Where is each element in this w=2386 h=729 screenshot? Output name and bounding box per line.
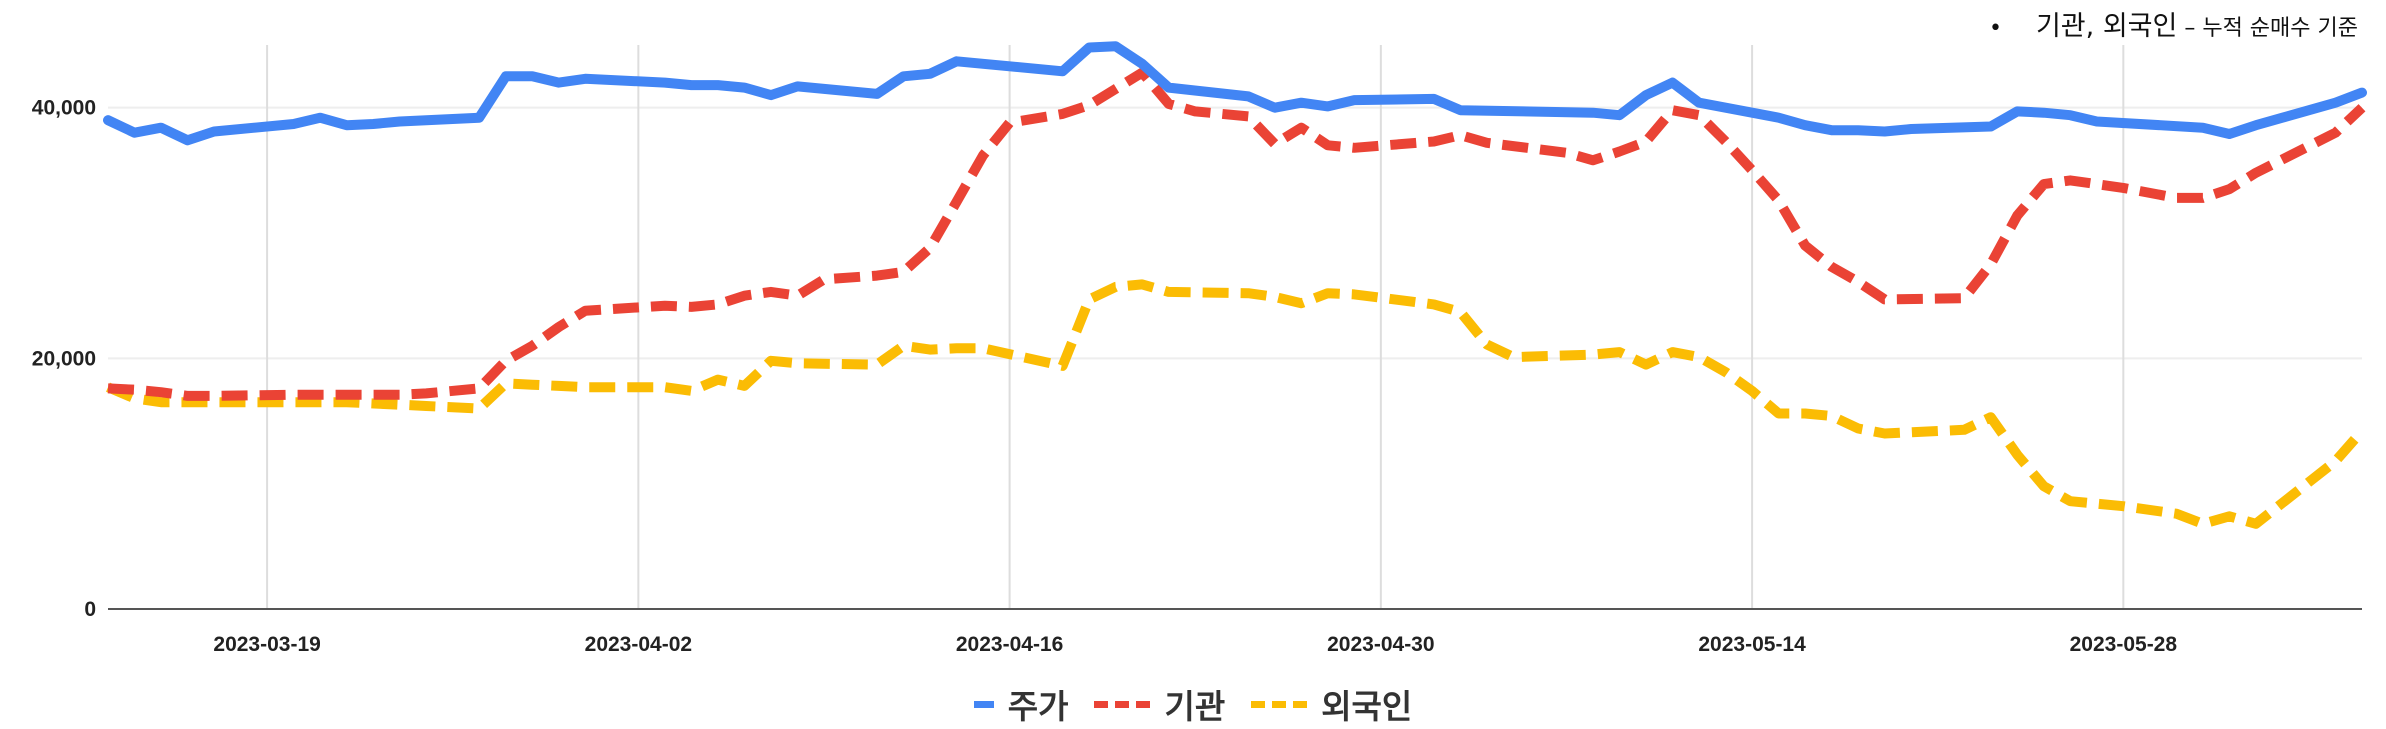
- legend: 주가 기관 외국인: [0, 680, 2386, 728]
- legend-label: 외국인: [1321, 687, 1413, 726]
- chart-annotation: • 기관, 외국인 – 누적 순매수 기준: [1989, 4, 2358, 43]
- legend-swatch: [973, 700, 994, 708]
- x-axis-ticks: 2023-03-19 2023-04-02 2023-04-16 2023-04-30…: [213, 633, 2177, 656]
- legend-swatch: [1094, 700, 1151, 708]
- y-tick-label: 0: [84, 598, 96, 621]
- legend-label: 주가: [1007, 687, 1069, 726]
- x-tick-label: 2023-03-19: [213, 633, 320, 656]
- gridlines: [108, 45, 2362, 609]
- annotation-main: 기관, 외국인: [2035, 11, 2178, 42]
- y-tick-label: 20,000: [32, 347, 96, 370]
- x-tick-label: 2023-04-16: [956, 633, 1063, 656]
- annotation-detail: – 누적 순매수 기준: [2177, 16, 2358, 41]
- series-line-2: [106, 279, 2366, 529]
- series-lines: [103, 41, 2367, 529]
- legend-item-2: 외국인: [1251, 680, 1412, 728]
- series-line-1: [107, 67, 2366, 401]
- legend-label: 기관: [1164, 687, 1226, 726]
- legend-item-1: 기관: [1094, 680, 1225, 728]
- legend-item-0: 주가: [973, 680, 1069, 728]
- legend-swatch: [1251, 700, 1308, 708]
- x-tick-label: 2023-05-28: [2070, 633, 2178, 656]
- annotation-bullet: •: [1988, 16, 2002, 41]
- series-line-0: [103, 41, 2367, 146]
- x-tick-label: 2023-04-30: [1327, 633, 1434, 656]
- y-tick-label: 40,000: [32, 97, 96, 120]
- y-axis-ticks: 0 20,000 40,000: [32, 97, 96, 621]
- x-tick-label: 2023-04-02: [585, 633, 692, 656]
- x-tick-label: 2023-05-14: [1698, 633, 1806, 656]
